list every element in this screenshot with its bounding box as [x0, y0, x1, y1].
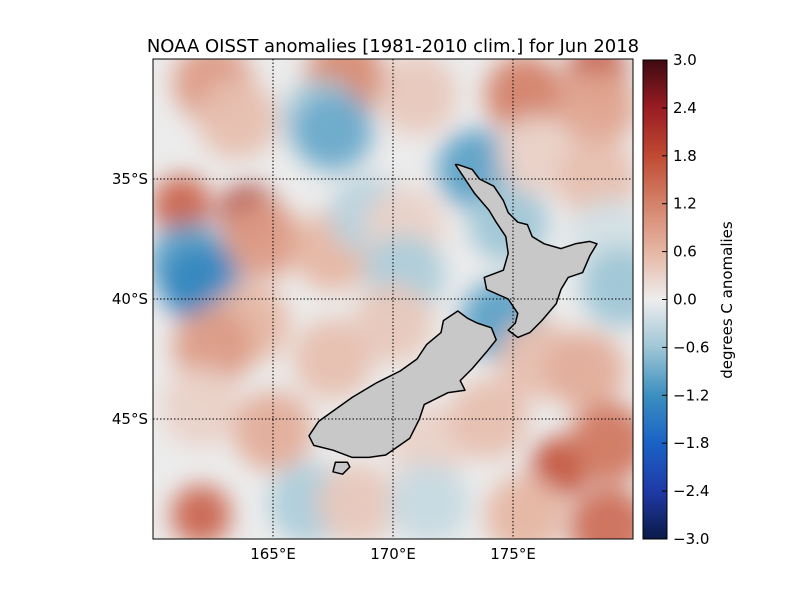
north-island [454, 163, 598, 339]
anomaly-blob [389, 463, 469, 539]
anomaly-blob [293, 319, 373, 399]
map-frame [152, 58, 634, 540]
anomaly-blob [485, 475, 565, 539]
anomaly-blob [377, 59, 457, 135]
latitude-label: 35°S [112, 170, 148, 188]
anomaly-blob [557, 67, 633, 147]
anomaly-blob [171, 485, 231, 539]
colorbar: 3.0 2.4 1.8 1.2 0.6 0.0 −0.6 −1.2 −1.8 −2.4 −3.0 d… [642, 51, 736, 548]
longitude-label: 170°E [370, 545, 416, 563]
map-area [153, 59, 633, 539]
graticule [153, 59, 633, 539]
anomaly-blob [221, 199, 301, 279]
land-masses [308, 163, 598, 475]
anomaly-blob [197, 79, 277, 159]
figure-title: NOAA OISST anomalies [1981-2010 clim.] f… [146, 36, 640, 57]
anomaly-blob [153, 175, 212, 236]
colorbar-tick-label: 2.4 [673, 99, 697, 117]
colorbar-tick-label: 0.6 [673, 243, 697, 261]
south-island [308, 310, 497, 459]
latitude-labels: 35°S 40°S 45°S [112, 170, 148, 428]
colorbar-tick-label: 3.0 [673, 51, 697, 69]
latitude-label: 45°S [112, 410, 148, 428]
colorbar-tick-label: −1.2 [673, 386, 709, 404]
anomaly-blob [569, 403, 633, 483]
anomaly-blob [161, 367, 241, 447]
colorbar-tick-label: 0.0 [673, 291, 697, 309]
colorbar-tick-label: −2.4 [673, 482, 709, 500]
latitude-label: 40°S [112, 290, 148, 308]
longitude-label: 175°E [490, 545, 536, 563]
colorbar-tick-label: −1.8 [673, 434, 709, 452]
anomaly-blob [569, 487, 633, 539]
colorbar-tick-label: −0.6 [673, 338, 709, 356]
colorbar-tick-label: 1.8 [673, 147, 697, 165]
anomaly-blob [497, 115, 577, 195]
anomaly-blob [581, 247, 633, 327]
colorbar-tick-label: −3.0 [673, 530, 709, 548]
anomaly-blob [545, 331, 625, 411]
anomaly-blob [317, 463, 397, 539]
colorbar-ticks: 3.0 2.4 1.8 1.2 0.6 0.0 −0.6 −1.2 −1.8 −2.4 −3.0 [662, 51, 709, 548]
anomaly-blob [293, 91, 373, 171]
stewart-island [332, 461, 351, 475]
colorbar-tick-label: 1.2 [673, 195, 697, 213]
anomaly-blob [173, 307, 253, 387]
colorbar-label: degrees C anomalies [718, 221, 736, 379]
longitude-label: 165°E [250, 545, 296, 563]
longitude-labels: 165°E 170°E 175°E [250, 545, 536, 563]
